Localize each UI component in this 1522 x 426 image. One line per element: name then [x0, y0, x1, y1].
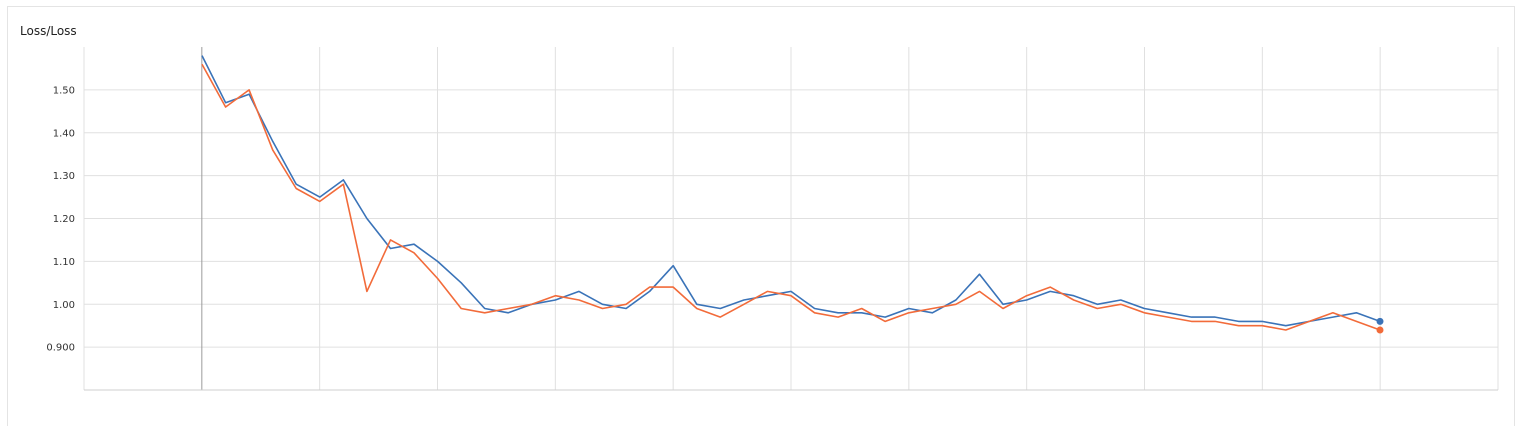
series-end-point-blue [1376, 317, 1384, 325]
chart-title: Loss/Loss [20, 24, 77, 38]
series [201, 55, 1384, 334]
y-tick-label: 1.00 [53, 300, 75, 311]
y-tick-label: 1.30 [53, 171, 75, 182]
y-tick-label: 1.20 [53, 214, 75, 225]
series-line-blue [201, 55, 1381, 327]
y-tick-label: 1.50 [53, 85, 75, 96]
y-axis-ticks: 1.50 1.40 1.30 1.20 1.10 1.00 0.900 [46, 85, 75, 353]
y-tick-label: 1.40 [53, 128, 75, 139]
y-tick-label: 1.10 [53, 257, 75, 268]
chart-card [7, 6, 1515, 426]
y-tick-label: 0.900 [46, 343, 75, 354]
grid [83, 47, 1499, 391]
series-end-point-orange [1376, 326, 1384, 334]
loss-chart: 1.50 1.40 1.30 1.20 1.10 1.00 0.900 [46, 47, 1499, 391]
series-line-orange [201, 63, 1381, 331]
